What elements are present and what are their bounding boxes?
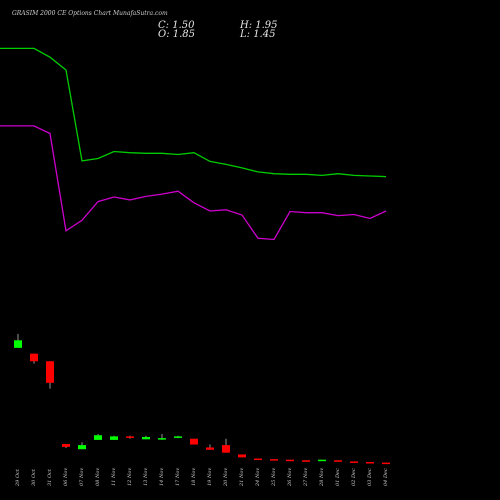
- candle: [350, 461, 358, 463]
- candle-body: [350, 461, 358, 463]
- candle: [286, 459, 294, 462]
- x-tick-label: 31 Oct: [47, 469, 53, 486]
- chart-title: GRASIM 2000 CE Options Chart MunafaSutra…: [12, 10, 168, 17]
- candle-body: [46, 361, 54, 383]
- ma-line-magenta: [0, 125, 387, 241]
- candle-body: [62, 443, 70, 447]
- candle-body: [302, 460, 310, 462]
- candle-body: [190, 438, 198, 445]
- candle: [270, 459, 278, 461]
- moving-averages: [0, 47, 387, 241]
- candle-body: [318, 459, 326, 462]
- candle-body: [14, 340, 22, 348]
- x-tick-label: 13 Nov: [143, 467, 149, 486]
- candle-body: [238, 454, 246, 458]
- candle-body: [206, 447, 214, 450]
- candle-body: [174, 436, 182, 438]
- candle: [62, 443, 70, 449]
- candle: [78, 442, 86, 450]
- open-value: O: 1.85: [158, 29, 196, 40]
- candle-body: [142, 436, 150, 440]
- candle-body: [94, 435, 102, 440]
- x-tick-label: 30 Oct: [31, 469, 37, 486]
- x-tick-label: 03 Dec: [367, 468, 373, 486]
- candle: [30, 353, 38, 364]
- candle: [222, 438, 230, 453]
- candle: [46, 361, 54, 389]
- candle-body: [110, 436, 118, 440]
- candle: [238, 454, 246, 458]
- x-tick-label: 21 Nov: [239, 467, 245, 486]
- candle-body: [334, 460, 342, 462]
- candle: [366, 462, 374, 464]
- x-tick-label: 17 Nov: [175, 467, 181, 486]
- x-tick-label: 01 Dec: [335, 468, 341, 486]
- x-tick-label: 25 Nov: [271, 467, 277, 486]
- x-tick-label: 18 Nov: [191, 467, 197, 486]
- x-tick-label: 27 Nov: [303, 467, 309, 486]
- candle: [126, 435, 134, 439]
- x-tick-label: 14 Nov: [159, 467, 165, 486]
- candle: [254, 458, 262, 461]
- x-tick-label: 26 Nov: [287, 467, 293, 486]
- candle-body: [222, 445, 230, 453]
- candle-body: [270, 459, 278, 461]
- x-tick-label: 19 Nov: [207, 467, 213, 486]
- candle-body: [78, 445, 86, 450]
- ma-line-green: [0, 47, 387, 178]
- candle: [318, 459, 326, 462]
- x-tick-label: 11 Nov: [111, 467, 117, 486]
- high-value: H: 1.95: [240, 20, 278, 31]
- x-tick-label: 29 Oct: [15, 469, 21, 486]
- candle: [206, 444, 214, 450]
- candle: [302, 460, 310, 462]
- candle: [142, 435, 150, 440]
- x-tick-label: 12 Nov: [127, 467, 133, 486]
- close-value: C: 1.50: [158, 20, 195, 31]
- candle-body: [286, 459, 294, 462]
- candle: [190, 438, 198, 445]
- candle: [94, 434, 102, 440]
- x-tick-label: 24 Nov: [255, 467, 261, 486]
- candle: [382, 462, 390, 465]
- candle: [14, 333, 22, 348]
- candle-body: [158, 438, 166, 440]
- low-value: L: 1.45: [240, 29, 276, 40]
- candle-body: [382, 462, 390, 465]
- x-tick-label: 04 Dec: [383, 468, 389, 486]
- candle: [158, 434, 166, 440]
- candles: [14, 333, 390, 465]
- candle: [110, 435, 118, 440]
- x-tick-label: 08 Nov: [95, 467, 101, 486]
- candle-body: [254, 458, 262, 461]
- x-tick-label: 20 Nov: [223, 467, 229, 486]
- x-tick-label: 06 Nov: [63, 467, 69, 486]
- x-tick-label: 07 Nov: [79, 467, 85, 486]
- x-tick-label: 02 Dec: [351, 468, 357, 486]
- x-tick-label: 28 Nov: [319, 467, 325, 486]
- candle: [174, 435, 182, 439]
- candle-body: [366, 462, 374, 464]
- candle-body: [30, 353, 38, 362]
- candle-body: [126, 436, 134, 438]
- candle: [334, 460, 342, 462]
